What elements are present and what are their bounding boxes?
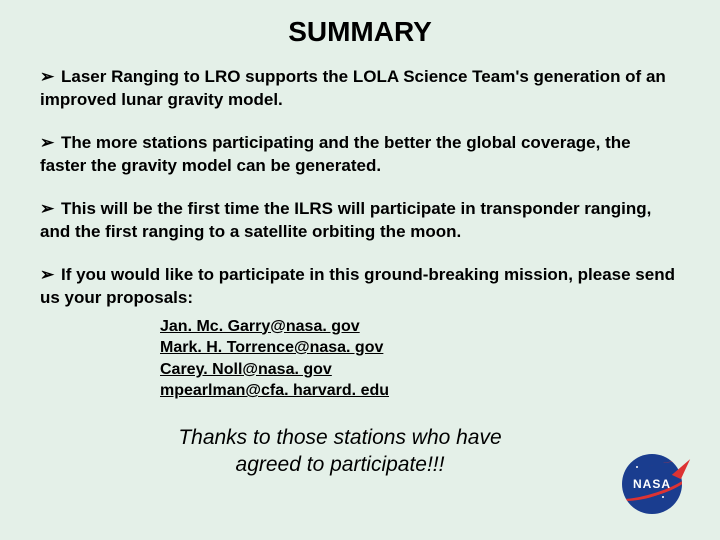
bullet-item-2: ➢ The more stations participating and th… xyxy=(40,132,680,178)
email-link-4[interactable]: mpearlman@cfa. harvard. edu xyxy=(160,380,680,402)
nasa-logo-chevron xyxy=(672,455,690,479)
thanks-line-1: Thanks to those stations who have xyxy=(0,424,680,451)
bullet-item-4: ➢ If you would like to participate in th… xyxy=(40,264,680,310)
bullet-item-1: ➢ Laser Ranging to LRO supports the LOLA… xyxy=(40,66,680,112)
slide-container: SUMMARY ➢ Laser Ranging to LRO supports … xyxy=(0,0,720,478)
email-link-3[interactable]: Carey. Noll@nasa. gov xyxy=(160,359,680,381)
nasa-logo-text: NASA xyxy=(633,477,671,491)
bullet-marker: ➢ xyxy=(40,264,54,287)
email-link-1[interactable]: Jan. Mc. Garry@nasa. gov xyxy=(160,316,680,338)
bullet-text: The more stations participating and the … xyxy=(40,133,631,175)
bullet-text: This will be the first time the ILRS wil… xyxy=(40,199,651,241)
bullet-text: Laser Ranging to LRO supports the LOLA S… xyxy=(40,67,666,109)
thanks-message: Thanks to those stations who have agreed… xyxy=(0,424,680,479)
nasa-logo: NASA xyxy=(622,454,692,512)
nasa-logo-circle: NASA xyxy=(622,454,682,514)
slide-title: SUMMARY xyxy=(40,16,680,48)
bullet-marker: ➢ xyxy=(40,198,54,221)
bullet-item-3: ➢ This will be the first time the ILRS w… xyxy=(40,198,680,244)
email-list: Jan. Mc. Garry@nasa. gov Mark. H. Torren… xyxy=(160,316,680,402)
bullet-text: If you would like to participate in this… xyxy=(40,265,675,307)
bullet-marker: ➢ xyxy=(40,132,54,155)
thanks-line-2: agreed to participate!!! xyxy=(0,451,680,478)
email-link-2[interactable]: Mark. H. Torrence@nasa. gov xyxy=(160,337,680,359)
bullet-marker: ➢ xyxy=(40,66,54,89)
